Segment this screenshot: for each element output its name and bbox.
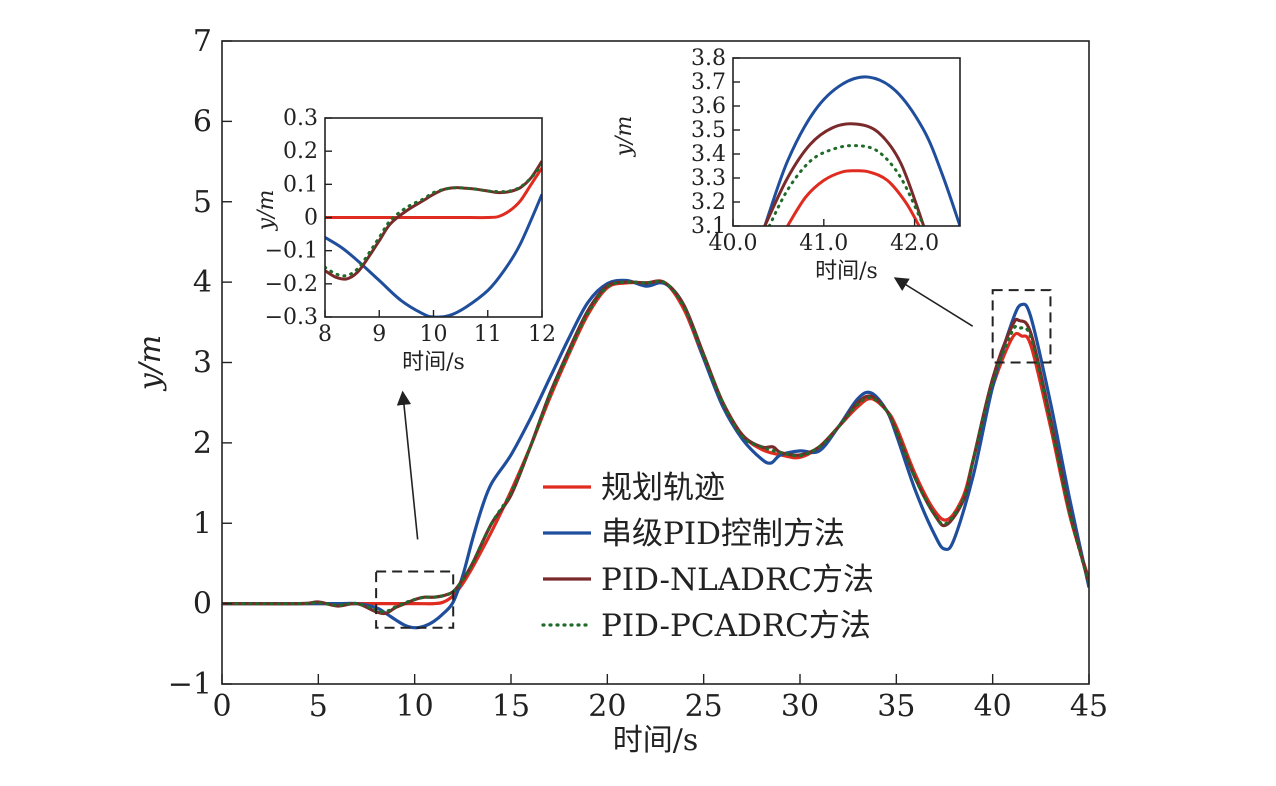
- y-tick-label: −0.1: [265, 239, 318, 264]
- y-axis-title: y/m: [612, 116, 637, 158]
- y-tick-label: 0.3: [283, 106, 318, 131]
- y-tick-label: 5: [193, 185, 212, 220]
- zoom-arrow: [893, 277, 974, 327]
- series-line-cascade_pid: [325, 193, 542, 317]
- y-tick-label: 3.2: [691, 190, 726, 215]
- y-axis-title: y/m: [133, 335, 168, 393]
- x-tick-label: 40: [974, 689, 1012, 724]
- x-tick-label: 25: [685, 689, 723, 724]
- series-line-pid_pcadrc: [767, 144, 926, 226]
- y-tick-label: 3.7: [691, 70, 726, 95]
- y-tick-label: 0: [304, 206, 318, 231]
- y-tick-label: 1: [193, 506, 212, 541]
- zoom-arrow: [396, 390, 419, 540]
- x-tick-label: 11: [474, 322, 502, 347]
- x-axis-title: 时间/s: [613, 723, 699, 758]
- y-tick-label: 0.2: [283, 139, 318, 164]
- series-line-pid_pcadrc: [222, 279, 1089, 614]
- chart-inset-right: 40.0 41.0 42.0 3.13.23.33.43.53.63.73.8 时间/s…: [612, 46, 961, 284]
- x-tick-label: 40.0: [709, 231, 758, 256]
- series-line-pid_nladrc: [763, 122, 926, 226]
- y-axis-title: y/m: [254, 190, 279, 232]
- x-tick-label: 0: [212, 689, 231, 724]
- y-tick-label: 3.6: [691, 94, 726, 119]
- x-tick-label: 41.0: [799, 231, 848, 256]
- y-tick-label: 3.3: [691, 166, 726, 191]
- x-tick-label: 42.0: [890, 231, 939, 256]
- series-line-pid_nladrc: [325, 160, 542, 281]
- x-tick-label: 12: [528, 322, 556, 347]
- legend-label: PID-NLADRC方法: [601, 562, 874, 598]
- legend-label: 规划轨迹: [601, 470, 725, 506]
- series-group: [763, 75, 960, 226]
- zoom-box: [375, 570, 455, 629]
- series-line-planned: [222, 279, 1089, 606]
- x-tick-label: 30: [781, 689, 819, 724]
- series-line-pid_pcadrc: [325, 162, 542, 278]
- y-tick-label: 3.1: [691, 214, 726, 239]
- series-group: [222, 278, 1089, 630]
- x-tick-label: 10: [396, 689, 434, 724]
- plot-frame: [732, 57, 961, 227]
- x-axis-title: 时间/s: [402, 350, 465, 375]
- x-tick-label: 20: [588, 689, 626, 724]
- y-tick-label: −0.2: [265, 272, 318, 297]
- y-tick-label: −0.3: [265, 305, 318, 330]
- y-tick-label: 0: [193, 587, 212, 622]
- series-group: [325, 160, 542, 317]
- inset-background: [733, 58, 960, 226]
- y-tick-label: 4: [193, 265, 212, 300]
- y-tick-label: −1: [168, 667, 212, 702]
- y-tick-label: 3.8: [691, 46, 726, 71]
- x-tick-label: 9: [372, 322, 386, 347]
- chart-inset-left: 8 9 10 11 12 −0.3 −0.2 −0.1 0 0.1 0.2 0.3 时间/s y/m: [254, 106, 556, 375]
- zoom-box: [991, 289, 1052, 364]
- x-tick-label: 35: [877, 689, 915, 724]
- x-tick-label: 10: [420, 322, 448, 347]
- y-tick-label: 0.1: [283, 172, 318, 197]
- legend-label: 串级PID控制方法: [601, 516, 845, 552]
- series-line-planned: [786, 169, 921, 226]
- y-tick-label: 7: [193, 24, 212, 59]
- series-line-planned: [325, 166, 542, 220]
- y-tick-label: 3: [193, 346, 212, 381]
- y-tick-label: 6: [193, 104, 212, 139]
- x-axis-title: 时间/s: [815, 259, 878, 284]
- x-tick-label: 8: [318, 322, 332, 347]
- x-tick-label: 45: [1070, 689, 1108, 724]
- y-tick-label: 3.4: [691, 142, 726, 167]
- series-line-cascade_pid: [763, 75, 960, 226]
- x-tick-label: 15: [492, 689, 530, 724]
- legend-label: PID-PCADRC方法: [601, 608, 871, 644]
- zoom-indicators: [375, 277, 1052, 629]
- x-tick-label: 5: [309, 689, 328, 724]
- y-tick-label: 2: [193, 426, 212, 461]
- y-tick-label: 3.5: [691, 118, 726, 143]
